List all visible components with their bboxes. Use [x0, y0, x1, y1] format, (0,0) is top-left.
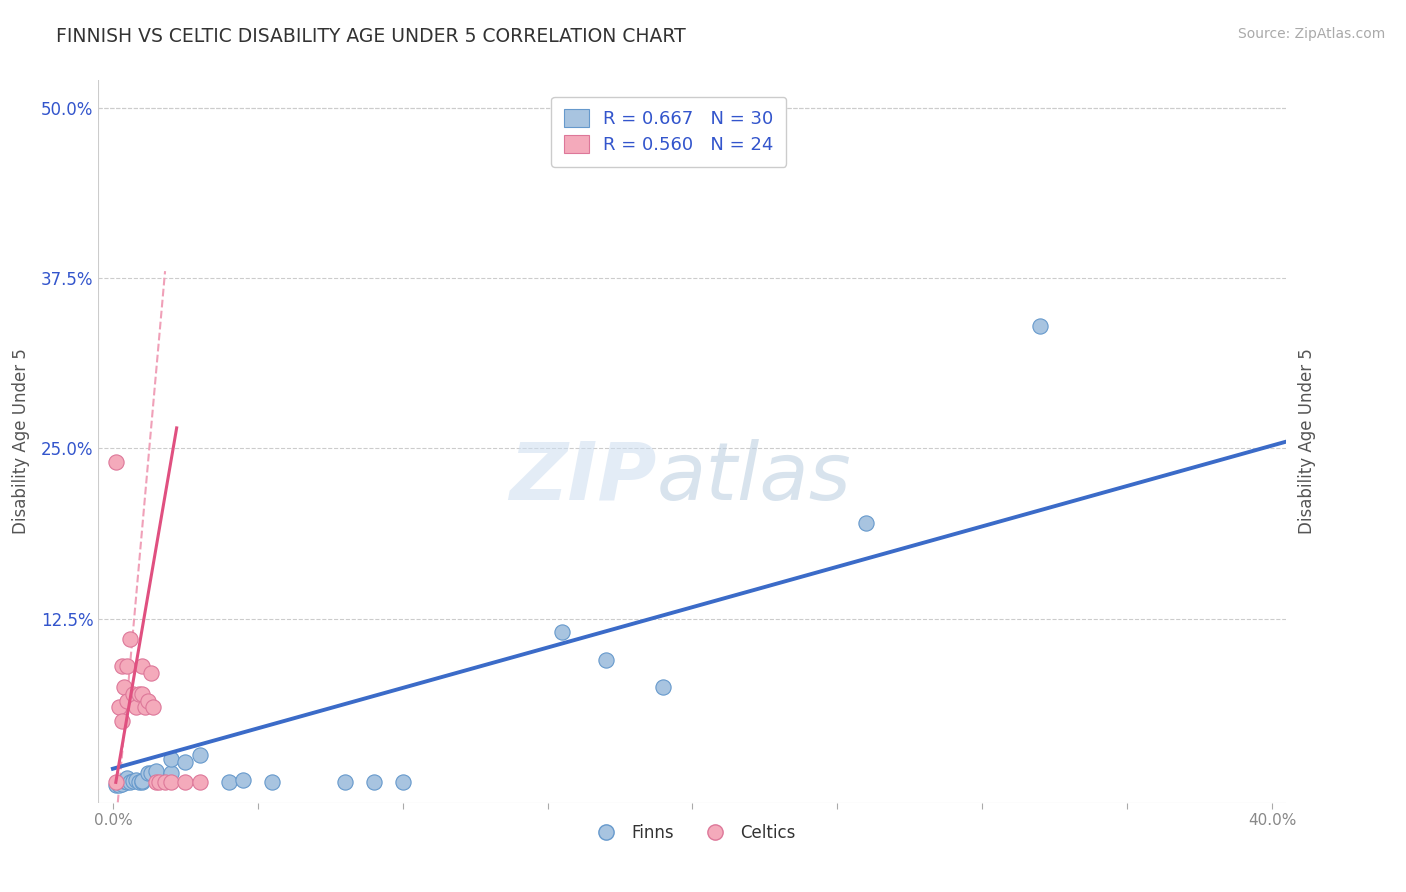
Point: [120, 775, 142, 789]
Point: [117, 659, 139, 673]
Point: [1029, 318, 1052, 333]
Point: [128, 775, 150, 789]
Point: [131, 687, 153, 701]
Text: FINNISH VS CELTIC DISABILITY AGE UNDER 5 CORRELATION CHART: FINNISH VS CELTIC DISABILITY AGE UNDER 5…: [56, 27, 686, 45]
Point: [160, 765, 183, 780]
Point: [174, 775, 197, 789]
Point: [110, 659, 132, 673]
Point: [110, 714, 132, 728]
Point: [117, 775, 139, 789]
Point: [218, 775, 240, 789]
Point: [262, 775, 284, 789]
Point: [153, 775, 176, 789]
Point: [188, 775, 211, 789]
Point: [551, 625, 574, 640]
Point: [139, 666, 162, 681]
Point: [363, 775, 385, 789]
Point: [142, 700, 165, 714]
Point: [131, 659, 153, 673]
Point: [104, 775, 127, 789]
Point: [131, 774, 153, 789]
Point: [134, 700, 156, 714]
Point: [139, 765, 162, 780]
Point: [114, 680, 136, 694]
Point: [122, 687, 145, 701]
Point: [148, 775, 170, 789]
Text: ZIP: ZIP: [509, 439, 657, 516]
Point: [232, 772, 254, 787]
Point: [136, 693, 159, 707]
Point: [125, 700, 148, 714]
Point: [104, 455, 127, 469]
Point: [160, 752, 183, 766]
Point: [128, 687, 150, 701]
Point: [145, 764, 167, 779]
Point: [117, 693, 139, 707]
Point: [107, 700, 129, 714]
Point: [110, 777, 132, 791]
Point: [188, 748, 211, 763]
Point: [104, 778, 127, 792]
Text: Source: ZipAtlas.com: Source: ZipAtlas.com: [1237, 27, 1385, 41]
Point: [117, 771, 139, 785]
Y-axis label: Disability Age Under 5: Disability Age Under 5: [1298, 349, 1316, 534]
Point: [122, 774, 145, 789]
Text: atlas: atlas: [657, 439, 852, 516]
Point: [391, 775, 413, 789]
Y-axis label: Disability Age Under 5: Disability Age Under 5: [11, 349, 30, 534]
Legend: Finns, Celtics: Finns, Celtics: [582, 817, 803, 848]
Point: [174, 755, 197, 769]
Point: [855, 516, 877, 531]
Point: [131, 775, 153, 789]
Point: [145, 775, 167, 789]
Point: [107, 778, 129, 792]
Point: [125, 772, 148, 787]
Point: [120, 632, 142, 647]
Point: [160, 775, 183, 789]
Point: [652, 680, 675, 694]
Point: [333, 775, 356, 789]
Point: [114, 774, 136, 789]
Point: [595, 653, 617, 667]
Point: [136, 765, 159, 780]
